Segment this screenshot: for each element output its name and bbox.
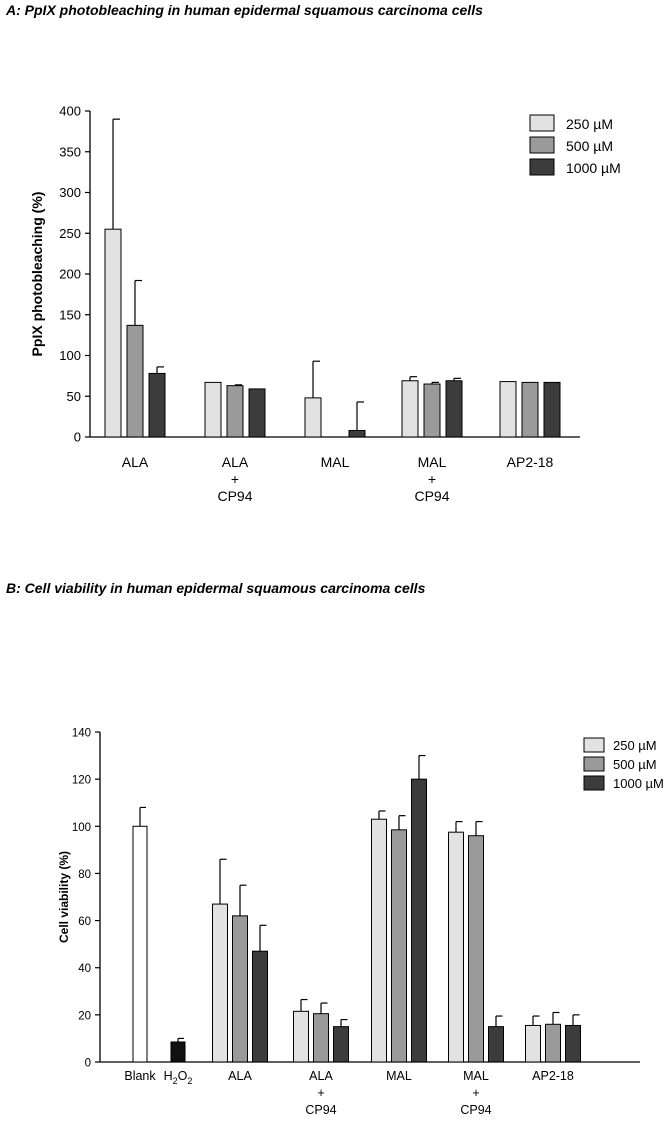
legend-swatch	[529, 136, 555, 154]
legend-swatch	[583, 775, 605, 791]
legend-swatch	[529, 114, 555, 132]
x-tick-label: AP2-18	[507, 454, 554, 470]
y-tick-label: 0	[74, 430, 81, 445]
bar-ap2-18-s2	[565, 1024, 581, 1063]
x-tick-label: MAL	[321, 454, 350, 470]
bar-blank	[132, 825, 148, 1063]
bar-ap2-18-s2	[543, 381, 561, 438]
legend-label: 1000 µM	[566, 160, 621, 176]
bar-mal-cp94-s2	[445, 380, 463, 438]
x-tick-label: ALA	[309, 1069, 333, 1083]
bar-mal-cp94-s2	[488, 1026, 504, 1063]
y-tick-label: 300	[59, 185, 81, 200]
legend-label: 250 µM	[613, 738, 657, 753]
y-tick-label: 400	[59, 104, 81, 119]
y-tick-label: 250	[59, 226, 81, 241]
x-tick-label: AP2-18	[532, 1069, 574, 1083]
bar-ala-cp94-s2	[248, 388, 266, 438]
bar-mal-cp94-s1	[423, 383, 441, 438]
bar-mal-cp94-s0	[448, 831, 464, 1063]
h2o2-label-part: 2	[173, 1076, 178, 1086]
y-tick-label: 60	[78, 916, 91, 928]
legend-label: 500 µM	[566, 138, 613, 154]
y-tick-label: 150	[59, 307, 81, 322]
legend-label: 500 µM	[613, 757, 657, 772]
x-tick-label-line3: CP94	[305, 1103, 336, 1117]
legend-label: 1000 µM	[613, 776, 664, 791]
bar-h2o2	[170, 1041, 186, 1063]
panel-a-title: A: PpIX photobleaching in human epiderma…	[6, 2, 483, 18]
x-tick-label-h2o2: H2O2	[164, 1069, 193, 1086]
x-tick-label-plus: +	[472, 1086, 479, 1100]
x-tick-label: ALA	[228, 1069, 252, 1083]
y-tick-label: 100	[72, 822, 91, 834]
x-tick-label-line3: CP94	[460, 1103, 491, 1117]
x-tick-label: ALA	[122, 454, 149, 470]
bar-ala-s2	[148, 372, 166, 438]
legend-label: 250 µM	[566, 116, 613, 132]
bar-mal-cp94-s1	[468, 835, 484, 1063]
bar-ala-cp94-s1	[313, 1013, 329, 1063]
bar-mal-s1	[391, 829, 407, 1063]
y-tick-label: 0	[85, 1058, 91, 1070]
y-tick-label: 200	[59, 267, 81, 282]
chart-a-photobleaching: 0 50 100 150 200 250 300 350 400 PpIX photobleach…	[29, 104, 621, 505]
bar-mal-cp94-s0	[401, 380, 419, 438]
legend-swatch	[583, 756, 605, 772]
bar-ala-s0	[212, 903, 228, 1063]
legend-swatch	[583, 737, 605, 753]
bar-ap2-18-s0	[525, 1024, 541, 1063]
x-tick-label-plus: +	[317, 1086, 324, 1100]
x-tick-label: MAL	[463, 1069, 489, 1083]
bar-ala-cp94-s2	[333, 1026, 349, 1063]
y-tick-label: 100	[59, 348, 81, 363]
bar-ap2-18-s1	[521, 381, 539, 438]
h2o2-label-part: 2	[187, 1076, 192, 1086]
y-tick-label: 40	[78, 963, 91, 975]
bar-mal-s2	[348, 429, 366, 438]
bar-ala-s0	[104, 228, 122, 438]
x-tick-label-line3: CP94	[414, 488, 449, 504]
x-tick-label: MAL	[418, 454, 447, 470]
bar-ap2-18-s1	[545, 1023, 561, 1063]
bar-ap2-18-s0	[499, 381, 517, 438]
h2o2-label-part: H	[164, 1069, 173, 1083]
x-tick-label-plus: +	[231, 471, 239, 487]
x-tick-label: ALA	[222, 454, 249, 470]
bar-ala-s2	[252, 950, 268, 1063]
h2o2-label-part: O	[178, 1069, 188, 1083]
x-tick-label-blank: Blank	[124, 1069, 156, 1083]
x-tick-label-plus: +	[428, 471, 436, 487]
y-tick-label: 20	[78, 1010, 91, 1022]
bar-ala-cp94-s1	[226, 385, 244, 438]
y-axis-label: Cell viability (%)	[57, 851, 71, 943]
bar-mal-s0	[304, 397, 322, 438]
bar-mal-s0	[371, 818, 387, 1063]
bar-ala-cp94-s0	[293, 1010, 309, 1063]
y-tick-label: 140	[72, 728, 91, 740]
legend-swatch	[529, 158, 555, 176]
y-tick-label: 50	[67, 389, 81, 404]
y-tick-label: 120	[72, 775, 91, 787]
x-tick-label: MAL	[386, 1069, 412, 1083]
bar-ala-s1	[232, 915, 248, 1063]
y-axis-label: PpIX photobleaching (%)	[29, 192, 45, 357]
bar-ala-s1	[126, 324, 144, 438]
y-tick-label: 80	[78, 869, 91, 881]
x-tick-label-line3: CP94	[217, 488, 252, 504]
panel-b-title: B: Cell viability in human epidermal squ…	[6, 580, 426, 596]
bar-ala-cp94-s0	[204, 381, 222, 438]
bar-mal-s2	[411, 778, 427, 1063]
y-tick-label: 350	[59, 144, 81, 159]
